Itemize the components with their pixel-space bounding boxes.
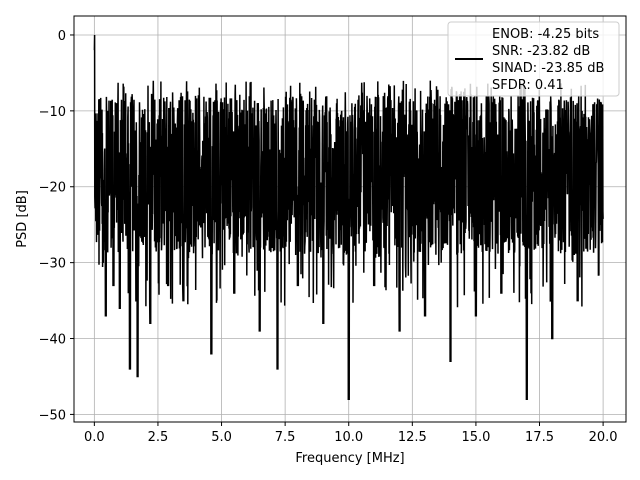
x-tick-label: 7.5	[275, 430, 296, 445]
x-tick-label: 17.5	[525, 430, 554, 445]
y-tick-label: −10	[39, 105, 66, 120]
y-tick-label: −50	[39, 408, 66, 423]
y-tick-label: −30	[39, 257, 66, 272]
x-tick-label: 5.0	[211, 430, 232, 445]
x-tick-label: 2.5	[148, 430, 169, 445]
y-tick-label: 0	[58, 29, 66, 44]
y-tick-label: −40	[39, 333, 66, 348]
y-tick-label: −20	[39, 181, 66, 196]
psd-trace	[93, 34, 604, 400]
x-tick-label: 12.5	[398, 430, 427, 445]
legend-enob: ENOB: -4.25 bits	[492, 27, 599, 42]
y-axis-label: PSD [dB]	[15, 190, 30, 248]
legend-box	[447, 21, 620, 97]
legend-sfdr: SFDR: 0.41	[492, 78, 564, 93]
legend-sinad: SINAD: -23.85 dB	[492, 61, 604, 76]
psd-series-line	[93, 34, 604, 400]
x-tick-label: 20.0	[589, 430, 618, 445]
y-axis-ticks: 0 −10 −20 −30 −40 −50	[39, 29, 74, 423]
x-axis-label: Frequency [MHz]	[295, 451, 404, 466]
x-tick-label: 0.0	[84, 430, 105, 445]
x-tick-label: 15.0	[461, 430, 490, 445]
x-tick-label: 10.0	[334, 430, 363, 445]
legend: ENOB: -4.25 bits SNR: -23.82 dB SINAD: -…	[447, 21, 620, 97]
x-axis-ticks: 0.0 2.5 5.0 7.5 10.0 12.5 15.0 17.5 20.0	[84, 422, 618, 445]
legend-snr: SNR: -23.82 dB	[492, 44, 590, 59]
plot-frame	[73, 15, 627, 423]
